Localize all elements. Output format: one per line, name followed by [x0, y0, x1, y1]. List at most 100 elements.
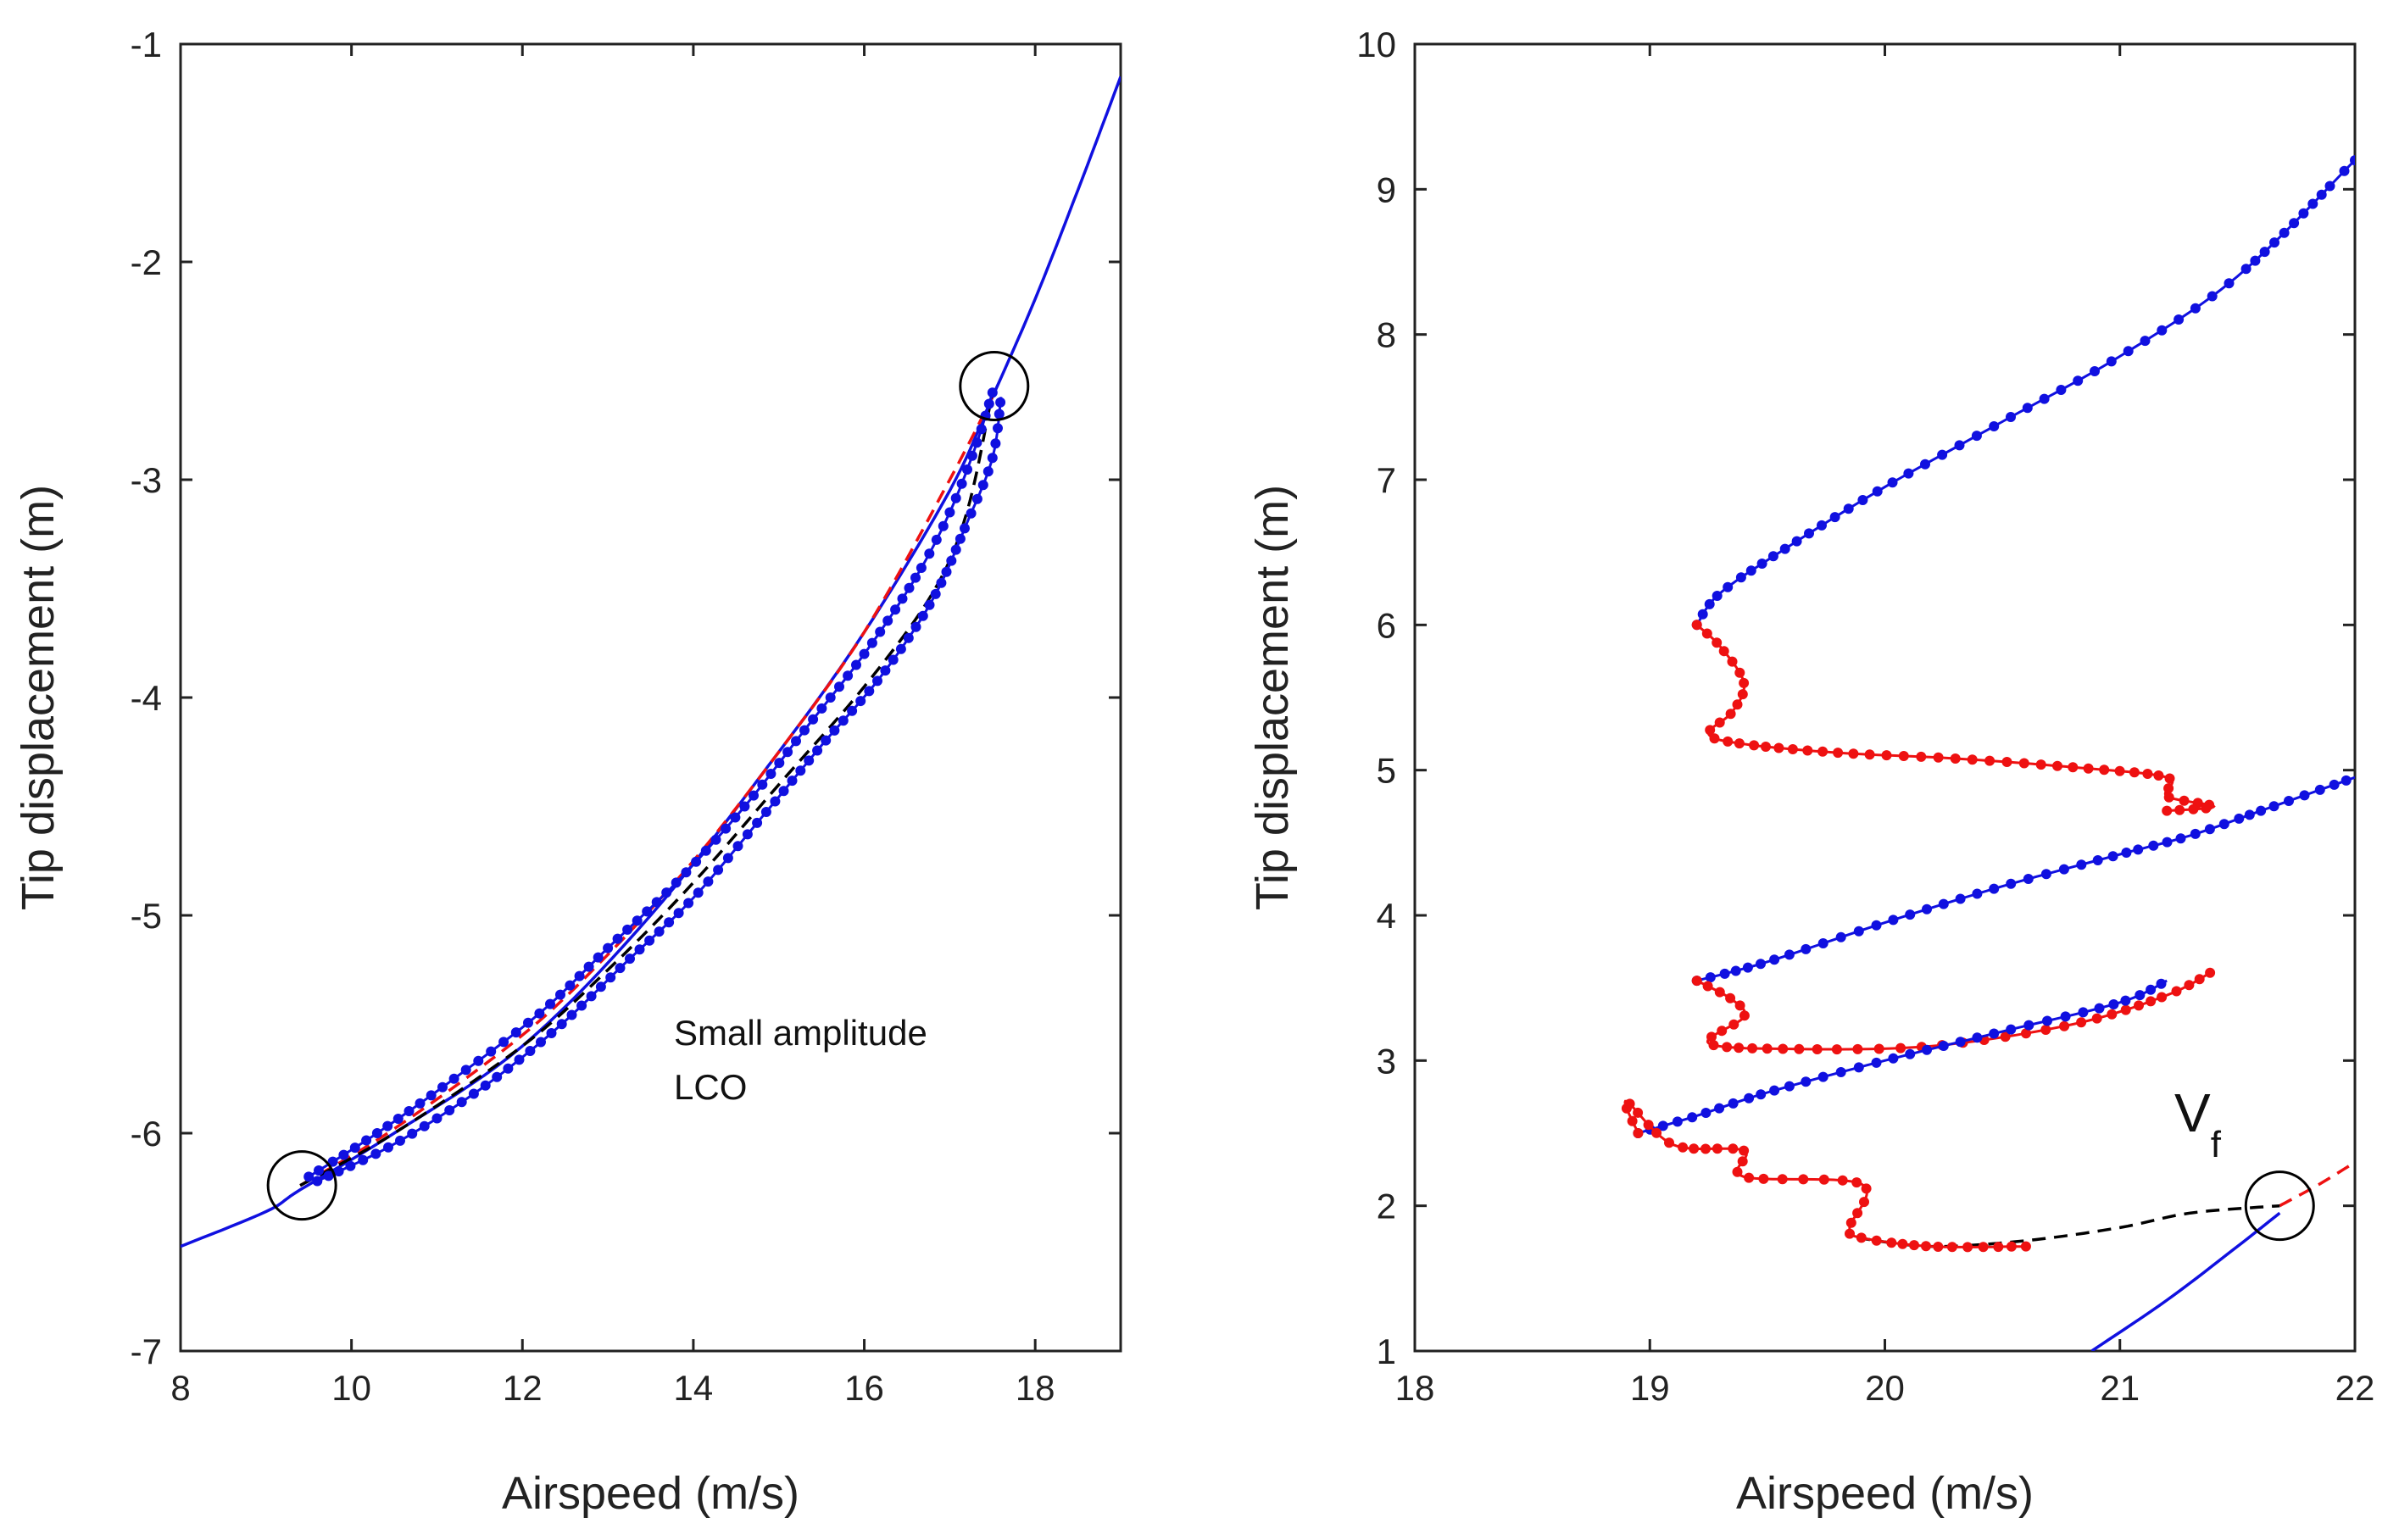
- right-series-point-middle-branch-to-4-95: [2121, 848, 2132, 858]
- right-series-point-middle-loop-red-: [2000, 1031, 2011, 1042]
- right-series-point-upper-branch-to-9-2: [2289, 218, 2300, 229]
- right-series-point-lower-branch: [1784, 1081, 1795, 1092]
- right-series-point-upper-branch-to-9-2: [1989, 421, 2000, 431]
- right-series-point-lower-loop-red-: [1678, 1142, 1689, 1153]
- left-series-point-lco-branch-b-dots-: [880, 665, 891, 676]
- left-series-point-lco-branch-b-dots-: [752, 817, 763, 828]
- right-series-point-lower-branch: [1769, 1085, 1780, 1096]
- left-series-point-lco-branch-b-dots-: [742, 829, 753, 840]
- annotation-vf: Vf: [2174, 1082, 2222, 1165]
- left-series-point-lco-branch-b-dots-: [566, 1009, 577, 1020]
- right-series-point-lower-loop-red-: [1851, 1177, 1862, 1188]
- right-series-point-lower-loop-red-: [1739, 1145, 1750, 1156]
- left-series-point-lco-branch-a-dots-: [565, 980, 576, 991]
- right-series-point-upper-branch-to-9-2: [1723, 581, 1734, 592]
- left-y-tick-label: -1: [131, 25, 162, 64]
- right-series-point-middle-branch-to-4-95: [2204, 824, 2215, 835]
- right-series-point-middle-branch-to-4-95: [1938, 898, 1949, 909]
- right-highlight-circle: [2244, 1170, 2315, 1242]
- right-series-point-upper-loop-red-: [1916, 751, 1927, 762]
- left-series-point-lco-branch-a-dots-: [382, 1120, 393, 1131]
- left-series-point-lco-branch-b-dots-: [683, 898, 694, 909]
- left-series-point-lco-branch-b-dots-: [987, 453, 998, 464]
- left-x-tick-label: 10: [331, 1368, 371, 1408]
- right-series-point-upper-loop-red-: [2114, 765, 2125, 776]
- left-series-point-lco-branch-b-dots-: [713, 865, 724, 876]
- left-series-point-lco-branch-a-dots-: [987, 387, 998, 398]
- left-series-point-lco-branch-b-dots-: [994, 409, 1005, 420]
- left-y-tick-label: -5: [131, 896, 162, 936]
- right-series-point-lower-loop-red-: [1837, 1175, 1848, 1186]
- right-series-point-middle-branch-to-4-95: [2162, 837, 2173, 848]
- right-series-point-middle-branch-to-4-95: [1719, 968, 1730, 979]
- right-series-point-upper-loop-red-: [1833, 748, 1844, 759]
- left-series-point-lco-branch-b-dots-: [556, 1019, 567, 1030]
- left-series: [181, 75, 1121, 1248]
- right-series-point-upper-loop-red-: [2052, 760, 2062, 771]
- right-series-point-upper-loop-red-: [2001, 757, 2012, 767]
- right-series-point-lower-loop-red-: [1728, 1143, 1739, 1154]
- left-series-point-lco-branch-a-dots-: [710, 834, 721, 845]
- right-series-point-upper-loop-red-: [2018, 758, 2029, 769]
- right-series-point-middle-loop-red-: [1691, 976, 1702, 987]
- right-series-point-lower-branch: [1905, 1048, 1916, 1059]
- left-series-point-lco-branch-b-dots-: [456, 1097, 467, 1108]
- left-plot-frame: [179, 42, 1122, 1353]
- right-series-point-middle-loop-red-: [1895, 1042, 1906, 1054]
- right-series-point-upper-branch-to-9-2: [2240, 264, 2251, 275]
- left-series-point-lco-branch-a-dots-: [966, 450, 977, 461]
- left-series-point-lco-branch-b-dots-: [910, 621, 921, 632]
- right-series-point-middle-branch-to-4-95: [1817, 938, 1828, 948]
- right-series-point-upper-loop-red-: [1718, 646, 1729, 657]
- left-series-point-lco-branch-a-dots-: [661, 887, 672, 898]
- right-series-point-middle-loop-red-: [2076, 1017, 2087, 1028]
- left-series-point-lco-branch-b-dots-: [576, 1000, 587, 1011]
- right-series-point-upper-loop-red-: [1737, 689, 1748, 700]
- right-series-point-middle-loop-red-: [1734, 1042, 1745, 1054]
- left-series-point-lco-branch-b-dots-: [536, 1037, 546, 1048]
- right-y-tick-label: 8: [1377, 315, 1396, 355]
- right-series-point-middle-loop-red-: [2107, 1009, 2118, 1020]
- right-series-point-upper-branch-to-9-2: [2039, 393, 2050, 404]
- left-series-point-lco-branch-b-dots-: [778, 786, 789, 797]
- right-series-point-upper-branch-to-9-2: [2324, 181, 2335, 192]
- right-series-point-middle-branch-to-4-95: [1955, 893, 1966, 904]
- left-series-point-lco-branch-b-dots-: [946, 555, 957, 566]
- right-series-point-upper-loop-red-: [1984, 755, 1995, 766]
- left-series-point-lco-branch-b-dots-: [722, 853, 733, 864]
- right-series-point-upper-loop-red-: [1802, 745, 1813, 756]
- right-series-point-middle-branch-to-4-95: [2148, 840, 2159, 851]
- right-series-point-lower-loop-red-: [1962, 1242, 1973, 1253]
- right-series-point-upper-loop-red-: [2153, 770, 2164, 781]
- left-series-point-lco-branch-b-dots-: [760, 807, 771, 817]
- right-series-point-upper-loop-red-: [2163, 792, 2174, 803]
- left-series-point-lco-branch-b-dots-: [444, 1105, 455, 1115]
- right-series-point-upper-branch-to-9-2: [2259, 247, 2270, 258]
- right-series-point-lower-branch: [2120, 995, 2131, 1006]
- left-series-point-lco-branch-a-dots-: [555, 989, 565, 1000]
- right-series-point-upper-branch-to-9-2: [1704, 598, 1715, 609]
- right-series-point-lower-branch: [2006, 1024, 2017, 1035]
- left-series-point-lco-branch-b-dots-: [395, 1135, 405, 1146]
- left-series-point-lco-branch-a-dots-: [651, 897, 662, 908]
- right-series-point-upper-loop-red-: [2201, 803, 2212, 814]
- left-series-point-lco-branch-a-dots-: [498, 1037, 509, 1048]
- left-series-point-lco-branch-b-dots-: [982, 466, 994, 477]
- right-series-point-middle-loop-red-: [2184, 980, 2195, 991]
- right-series-point-lower-branch: [2042, 1015, 2052, 1026]
- right-series-point-upper-branch-to-9-2: [2090, 366, 2100, 376]
- right-series-point-lower-loop-red-: [1859, 1197, 1869, 1208]
- left-series-point-lco-branch-b-dots-: [977, 480, 988, 491]
- right-series-point-middle-loop-red-: [2205, 967, 2216, 978]
- left-series-point-lco-branch-a-dots-: [486, 1046, 497, 1057]
- right-series-point-upper-branch-to-9-2: [1920, 459, 1930, 470]
- right-y-tick-label: 5: [1377, 751, 1396, 791]
- left-series-point-lco-branch-b-dots-: [838, 715, 849, 726]
- right-series-point-middle-branch-to-4-95: [1835, 931, 1846, 942]
- right-series-line-black-dashed-branch: [1856, 1204, 2280, 1248]
- right-series-point-lower-branch: [1853, 1062, 1864, 1073]
- right-series-point-upper-branch-to-9-2: [2279, 227, 2290, 238]
- left-series-point-lco-branch-b-dots-: [960, 523, 970, 534]
- right-series-point-upper-branch-to-9-2: [2207, 291, 2218, 302]
- right-series-point-lower-branch: [1888, 1053, 1899, 1064]
